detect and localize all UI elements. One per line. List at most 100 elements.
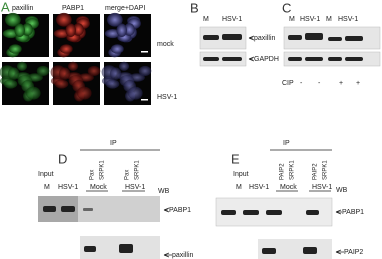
cell (5, 12, 21, 27)
lane-label: M (289, 16, 295, 23)
band (345, 36, 363, 41)
band-label: PAIP2 (344, 249, 363, 256)
scale-bar (141, 99, 148, 101)
panel-letter: A (1, 0, 10, 14)
band (303, 247, 317, 254)
band (43, 206, 56, 212)
cell (76, 86, 92, 100)
antibody-label: SRPK1 (290, 160, 296, 180)
band (306, 210, 319, 215)
lane-label: M (203, 16, 209, 23)
panel-letter: B (190, 0, 199, 15)
antibody-label: SRPK1 (100, 160, 106, 180)
band (61, 206, 75, 212)
band-label: paxillin (254, 35, 276, 42)
band (328, 57, 342, 61)
input-label: Input (38, 171, 54, 178)
panel-letter: E (231, 151, 240, 166)
column-label: paxillin (12, 5, 34, 12)
lane-label: HSV-1 (222, 16, 242, 23)
input-label: Input (233, 171, 249, 178)
band (305, 33, 323, 40)
scale-bar (141, 51, 148, 53)
band (345, 57, 363, 61)
cell (59, 67, 71, 80)
band-label: PABP1 (169, 207, 191, 214)
antibody-label: SRPK1 (323, 160, 329, 180)
cell (110, 44, 124, 54)
band (262, 248, 276, 254)
lane-label: M (326, 16, 332, 23)
treatment: + (339, 80, 343, 87)
cell (54, 79, 69, 89)
group-label: Mock (280, 184, 297, 191)
cell (36, 65, 50, 77)
arrow (248, 35, 255, 41)
row-label: HSV-1 (157, 94, 177, 101)
band (119, 244, 133, 253)
lane-label: HSV-1 (249, 184, 269, 191)
band (288, 35, 302, 40)
band-label: paxillin (172, 252, 194, 259)
band (266, 210, 282, 215)
group-label: Mock (90, 184, 107, 191)
antibody-label: PAIP2 (280, 163, 286, 180)
group-label: HSV-1 (125, 184, 145, 191)
lane-label: HSV-1 (338, 16, 358, 23)
cell (21, 23, 33, 36)
band (305, 57, 323, 61)
cell (3, 79, 18, 89)
cell (14, 23, 25, 38)
cell (8, 44, 22, 54)
band (288, 57, 302, 61)
cell (56, 12, 72, 27)
band-label: PABP1 (342, 209, 364, 216)
arrow (163, 252, 172, 258)
cell (16, 61, 28, 71)
column-label: merge+DAPI (105, 5, 145, 12)
cell (59, 44, 73, 54)
arrow (335, 249, 344, 255)
column-label: PABP1 (62, 5, 84, 12)
antibody-label: Pax (90, 170, 96, 180)
band (243, 210, 259, 215)
cell (110, 67, 122, 80)
treatment-label: CIP (282, 80, 294, 87)
cell (25, 86, 41, 100)
cell (105, 79, 120, 89)
cell (127, 86, 143, 100)
cell (138, 65, 152, 77)
panel-letter: D (58, 151, 67, 166)
treatment: - (300, 80, 303, 87)
cell (116, 23, 127, 38)
treatment: + (356, 80, 360, 87)
arrow (163, 207, 170, 213)
band (222, 34, 242, 40)
band (221, 210, 236, 215)
cell (107, 12, 123, 27)
antibody-label: Pax (125, 170, 131, 180)
antibody-label: SRPK1 (135, 160, 141, 180)
wb-label: WB (158, 188, 170, 195)
band (83, 208, 93, 211)
arrow (248, 56, 255, 62)
arrow (335, 209, 342, 215)
antibody-label: PAIP2 (313, 163, 319, 180)
wb-label: WB (336, 187, 348, 194)
ip-label: IP (283, 140, 290, 147)
lane-label: M (44, 184, 50, 191)
cell (87, 65, 101, 77)
cell (118, 61, 130, 71)
cell (65, 23, 76, 38)
row-label: mock (157, 41, 174, 48)
cell (72, 23, 84, 36)
lane-label: HSV-1 (300, 16, 320, 23)
cell (123, 23, 135, 36)
cell (67, 61, 79, 71)
band (203, 57, 219, 61)
band (222, 57, 242, 61)
cell (8, 67, 20, 80)
lane-label: M (236, 184, 242, 191)
band-label: GAPDH (254, 56, 279, 63)
